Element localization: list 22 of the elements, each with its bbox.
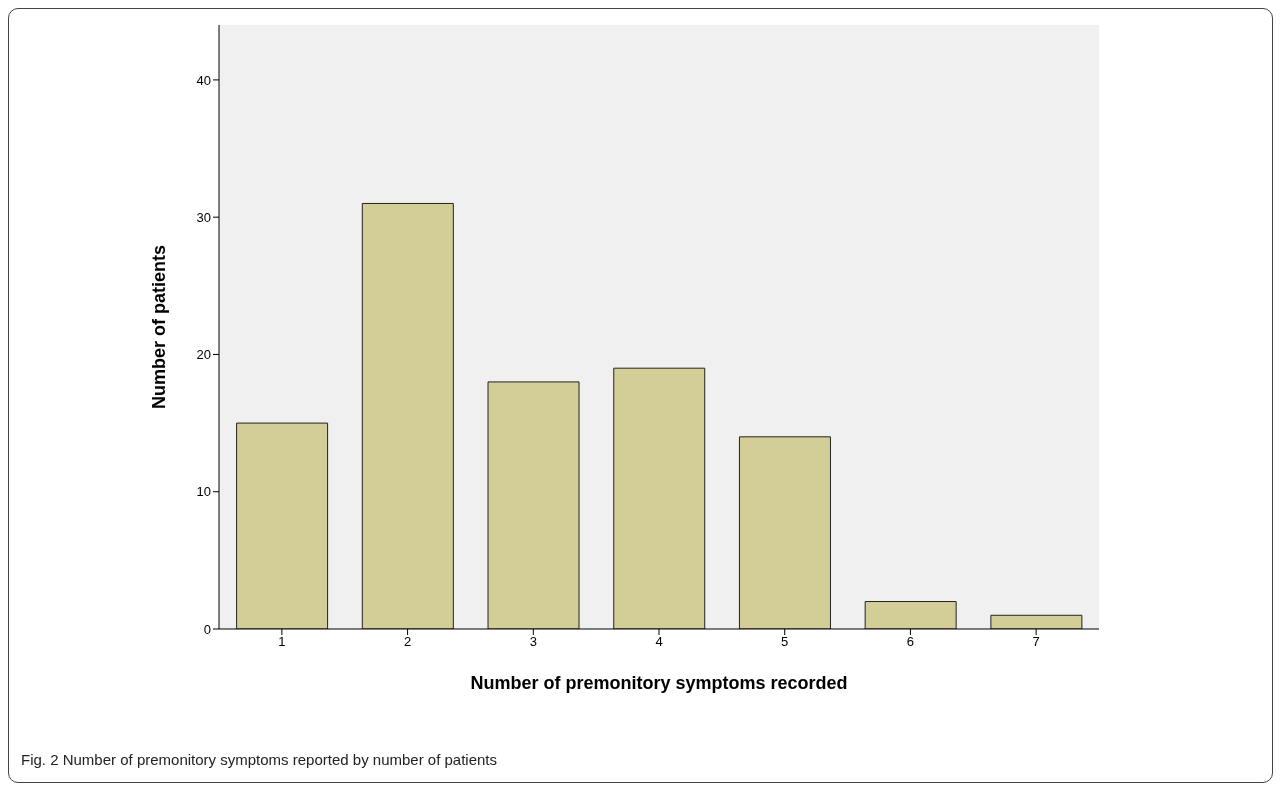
x-tick-label: 6	[906, 634, 915, 650]
y-tick-label: 10	[196, 484, 211, 500]
x-tick-label: 5	[781, 634, 789, 650]
x-tick-label: 3	[529, 634, 537, 650]
bar	[990, 614, 1083, 629]
y-tick-label: 20	[196, 347, 211, 363]
bar	[738, 436, 831, 629]
bar	[487, 381, 580, 629]
y-tick-label: 0	[203, 621, 211, 637]
bar	[361, 202, 454, 629]
bar	[613, 367, 706, 629]
caption: Fig. 2 Number of premonitory symptoms reported by number of patients	[21, 751, 498, 768]
x-axis-title: Number of premonitory symptoms recorded	[470, 673, 848, 693]
bar	[864, 601, 957, 629]
x-tick-label: 7	[1032, 634, 1040, 650]
x-tick-label: 1	[278, 634, 286, 650]
bar	[236, 422, 329, 629]
y-tick-label: 30	[196, 209, 211, 225]
x-tick-label: 2	[403, 634, 412, 650]
x-tick-label: 4	[655, 634, 663, 650]
y-axis-title: Number of patients	[149, 244, 170, 410]
y-tick-label: 40	[196, 72, 211, 88]
